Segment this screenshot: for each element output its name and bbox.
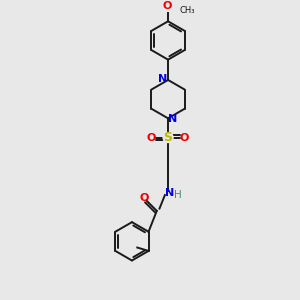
Text: O: O xyxy=(162,1,172,11)
Text: N: N xyxy=(168,114,178,124)
Text: H: H xyxy=(174,190,182,200)
Text: CH₃: CH₃ xyxy=(180,6,195,15)
Text: O: O xyxy=(139,194,148,203)
Circle shape xyxy=(163,133,173,142)
Text: N: N xyxy=(158,74,168,84)
Text: N: N xyxy=(165,188,174,198)
Text: O: O xyxy=(180,133,189,142)
Text: S: S xyxy=(164,131,172,144)
Text: O: O xyxy=(147,133,156,142)
